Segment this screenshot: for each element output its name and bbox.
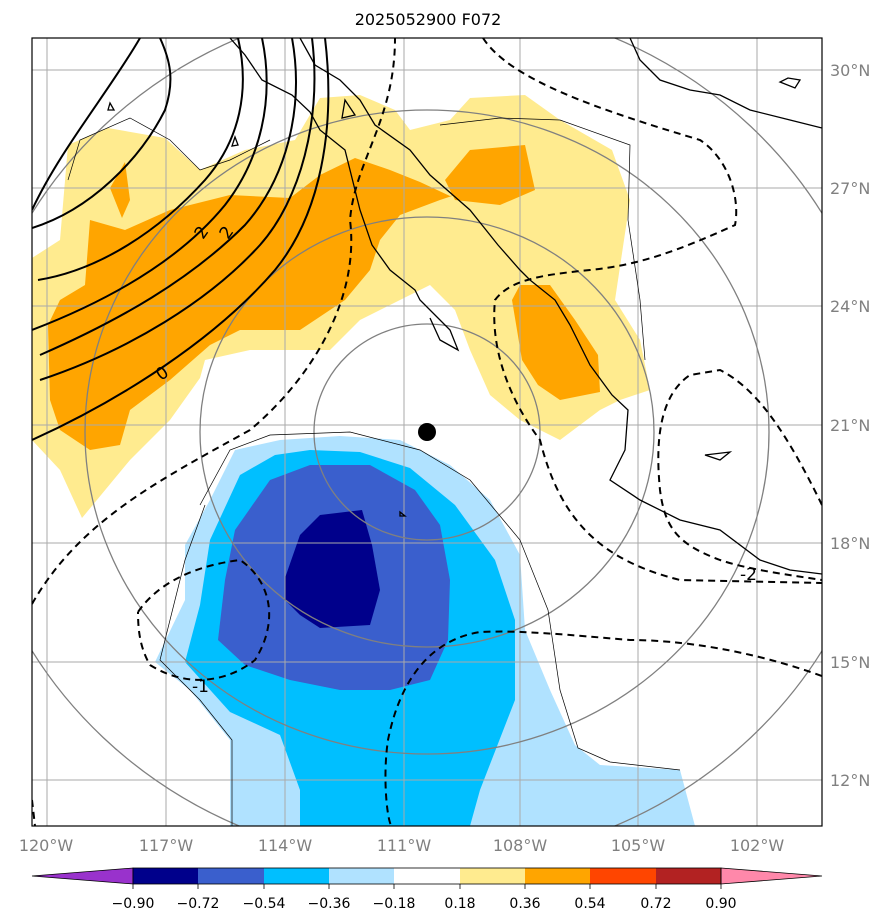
colorbar-swatch: [198, 868, 264, 884]
lon-label: 117°W: [139, 836, 194, 855]
colorbar-extend-low: [31, 867, 134, 885]
storm-center-dot: [418, 423, 436, 441]
colorbar-swatch: [460, 868, 525, 884]
colorbar-swatch: [264, 868, 329, 884]
lat-label: 18°N: [830, 534, 870, 553]
map-frame: [31, 37, 823, 827]
positive-shading-medium: [48, 145, 600, 450]
lat-label: 12°N: [830, 771, 870, 790]
colorbar-swatch: [133, 868, 198, 884]
lon-label: 111°W: [377, 836, 432, 855]
contour-label: -2: [740, 565, 757, 585]
coastline: [107, 38, 822, 575]
colorbar-tick-label: −0.90: [112, 896, 155, 912]
colorbar-extend-high: [720, 867, 823, 885]
lon-label: 105°W: [611, 836, 666, 855]
colorbar-tick-label: −0.18: [373, 896, 416, 912]
colorbar-tick-label: −0.72: [177, 896, 220, 912]
positive-contours: [32, 38, 330, 441]
colorbar-tick-label: 0.72: [640, 896, 671, 912]
colorbar-tick-label: 0.18: [444, 896, 475, 912]
colorbar-tick-label: 0.54: [574, 896, 605, 912]
colorbar-swatch: [329, 868, 394, 884]
thin-outline: [67, 117, 681, 826]
lon-label: 114°W: [258, 836, 313, 855]
colorbar-tick-label: −0.36: [308, 896, 351, 912]
colorbar-swatch: [394, 868, 460, 884]
colorbar-swatch: [656, 868, 721, 884]
lon-label: 102°W: [730, 836, 785, 855]
colorbar-tick-label: 0.36: [509, 896, 540, 912]
latitude-labels: 30°N 27°N 24°N 21°N 18°N 15°N 12°N: [830, 61, 870, 790]
colorbar-frame: [132, 867, 722, 885]
contour-label: -1: [192, 677, 209, 697]
colorbar-tick-label: −0.54: [243, 896, 286, 912]
longitude-labels: 120°W 117°W 114°W 111°W 108°W 105°W 102°…: [19, 836, 785, 855]
colorbar-swatch: [525, 868, 590, 884]
lat-label: 15°N: [830, 653, 870, 672]
lat-label: 21°N: [830, 416, 870, 435]
lat-label: 30°N: [830, 61, 870, 80]
range-rings: [32, 38, 822, 826]
lat-label: 27°N: [830, 179, 870, 198]
colorbar-tick-label: 0.90: [705, 896, 736, 912]
negative-shading-dark: [285, 510, 380, 628]
map-title: 2025052900 F072: [354, 10, 502, 29]
colorbar-swatch: [590, 868, 656, 884]
lon-label: 108°W: [493, 836, 548, 855]
lat-label: 24°N: [830, 297, 870, 316]
colorbar: −0.90 −0.72 −0.54 −0.36 −0.18 0.18 0.36 …: [31, 867, 823, 912]
lon-label: 120°W: [19, 836, 74, 855]
